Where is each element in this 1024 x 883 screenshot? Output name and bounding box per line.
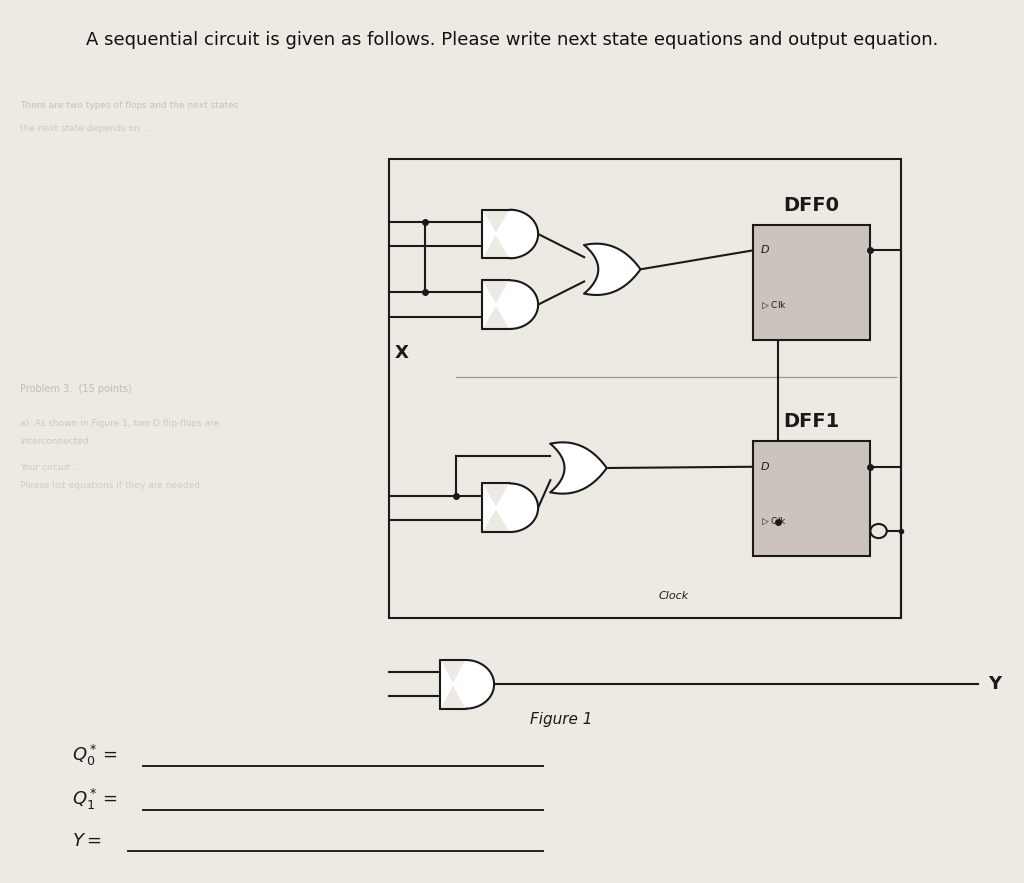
Polygon shape xyxy=(551,442,606,494)
Bar xyxy=(389,159,901,618)
Text: Please list equations if they are needed.: Please list equations if they are needed… xyxy=(20,481,203,490)
Polygon shape xyxy=(481,484,538,532)
Text: DFF0: DFF0 xyxy=(783,195,840,215)
Text: Problem 3.  (15 points): Problem 3. (15 points) xyxy=(20,383,132,394)
Text: $\triangleright$ Clk: $\triangleright$ Clk xyxy=(761,517,786,527)
Text: D: D xyxy=(761,462,769,472)
Text: D: D xyxy=(761,245,769,255)
Polygon shape xyxy=(584,244,641,295)
Polygon shape xyxy=(481,280,538,328)
Text: a)  As shown in Figure 1, two D flip-flops are: a) As shown in Figure 1, two D flip-flop… xyxy=(20,419,220,428)
Text: Clock: Clock xyxy=(658,591,689,601)
Text: A sequential circuit is given as follows. Please write next state equations and : A sequential circuit is given as follows… xyxy=(86,31,938,49)
Text: Your circuit ...: Your circuit ... xyxy=(20,464,82,472)
Text: Y: Y xyxy=(988,675,1001,693)
Text: There are two types of flops and the next states: There are two types of flops and the nex… xyxy=(20,102,239,110)
Text: $Q_0^* =$: $Q_0^* =$ xyxy=(72,743,118,767)
Text: interconnected.: interconnected. xyxy=(20,437,92,446)
Text: the next state depends on ...: the next state depends on ... xyxy=(20,124,152,132)
Polygon shape xyxy=(440,660,494,708)
Text: $\triangleright$ Clk: $\triangleright$ Clk xyxy=(761,300,786,311)
Text: DFF1: DFF1 xyxy=(783,411,840,431)
Bar xyxy=(753,225,870,340)
Text: Figure 1: Figure 1 xyxy=(529,713,593,727)
Text: $Q_1^* =$: $Q_1^* =$ xyxy=(72,787,118,811)
Bar xyxy=(753,442,870,556)
Text: $Y =$: $Y =$ xyxy=(72,832,101,849)
Polygon shape xyxy=(481,210,538,258)
Text: X: X xyxy=(394,344,409,362)
